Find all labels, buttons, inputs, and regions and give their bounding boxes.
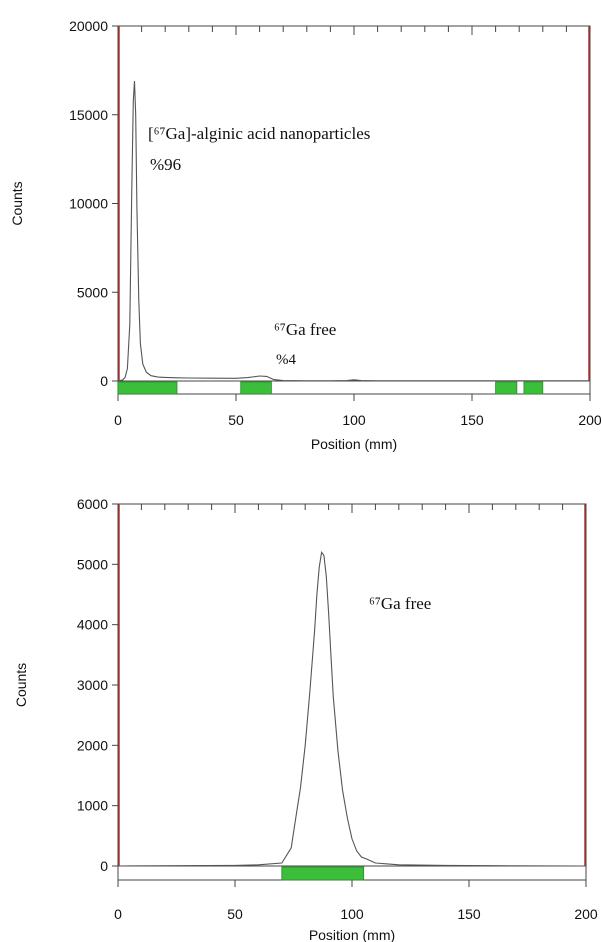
annotation-free-ga-b: ⁶⁷Ga free xyxy=(369,594,431,613)
y-tick-label: 2000 xyxy=(77,737,108,753)
x-tick-label: 50 xyxy=(227,906,243,922)
x-tick-label: 100 xyxy=(342,412,366,428)
y-tick-label: 3000 xyxy=(77,677,108,693)
y-tick-label: 1000 xyxy=(77,798,108,814)
y-tick-label: 0 xyxy=(100,858,108,874)
integration-region xyxy=(117,381,178,395)
x-tick-label: 50 xyxy=(228,412,244,428)
x-tick-label: 0 xyxy=(114,412,122,428)
x-tick-label: 0 xyxy=(114,906,122,922)
x-tick-label: 200 xyxy=(574,906,598,922)
x-tick-label: 200 xyxy=(578,412,602,428)
plot-frame xyxy=(117,503,587,881)
x-tick-label: 150 xyxy=(457,906,481,922)
integration-region xyxy=(523,381,544,395)
plot-frame xyxy=(117,25,591,395)
y-axis-label: Counts xyxy=(13,663,29,707)
y-tick-label: 10000 xyxy=(69,196,108,212)
annotation-free-ga-percent: %4 xyxy=(276,352,296,368)
y-tick-label: 15000 xyxy=(69,107,108,123)
data-series-line xyxy=(117,80,590,382)
chart-panel-a: 0 50 100 150 200 0 5000 10000 15000 20000 Position… xyxy=(9,18,602,452)
integration-region xyxy=(240,381,272,395)
y-tick-label: 0 xyxy=(100,373,108,389)
x-tick-label: 150 xyxy=(460,412,484,428)
integration-region xyxy=(495,381,518,395)
y-tick-label: 6000 xyxy=(77,496,108,512)
data-series-line xyxy=(117,550,587,867)
x-tick-label: 100 xyxy=(340,906,364,922)
y-tick-label: 5000 xyxy=(77,284,108,300)
annotation-nanoparticles-percent: %96 xyxy=(150,155,181,174)
integration-region xyxy=(281,866,365,881)
x-axis-label: Position (mm) xyxy=(309,927,395,942)
x-axis-label: Position (mm) xyxy=(311,436,397,452)
annotation-free-ga: ⁶⁷Ga free xyxy=(274,320,336,339)
chart-panel-b: 0 50 100 150 2000100020003000400050006000Pos… xyxy=(13,496,598,942)
y-tick-label: 4000 xyxy=(77,617,108,633)
y-tick-label: 20000 xyxy=(69,18,108,34)
y-axis-label: Counts xyxy=(9,181,25,225)
annotation-nanoparticles: [⁶⁷Ga]-alginic acid nanoparticles xyxy=(148,124,370,143)
y-tick-label: 5000 xyxy=(77,556,108,572)
